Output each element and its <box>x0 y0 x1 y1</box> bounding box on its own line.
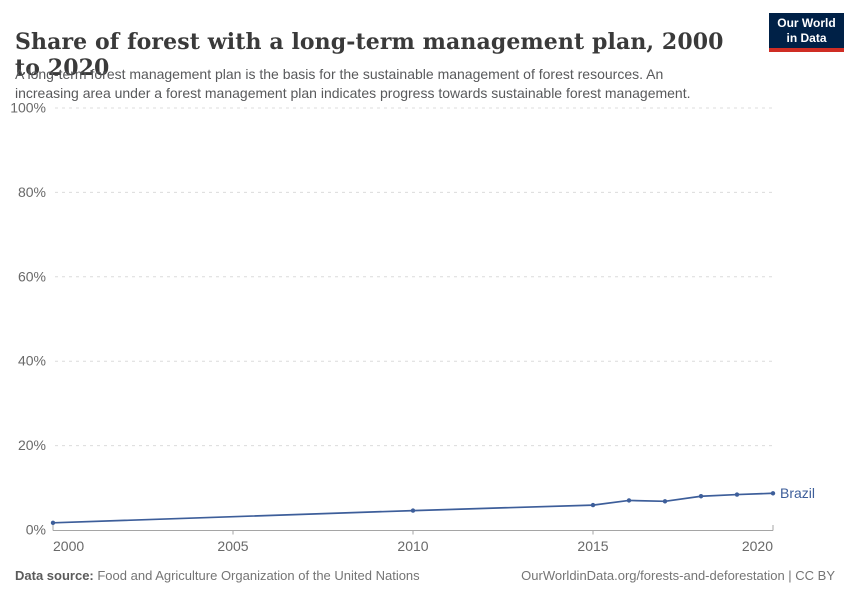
y-axis-tick-label: 80% <box>18 184 46 200</box>
x-axis-tick-label: 2015 <box>577 538 608 554</box>
data-point[interactable] <box>698 494 704 499</box>
x-axis-tick-label: 2000 <box>53 538 84 554</box>
credit-link[interactable]: OurWorldinData.org/forests-and-deforesta… <box>521 568 835 583</box>
owid-logo-red-bar <box>769 48 844 52</box>
data-point[interactable] <box>662 499 668 504</box>
y-axis-tick-label: 40% <box>18 353 46 369</box>
series-label: Brazil <box>780 485 815 501</box>
data-point[interactable] <box>410 508 416 513</box>
line-chart: 0% 20% 40% 60% 80% 100% 2000 2005 2010 2015 2020 Br… <box>10 100 815 555</box>
data-point[interactable] <box>590 502 596 508</box>
data-point[interactable] <box>50 520 56 526</box>
data-source-note: Data source: Food and Agriculture Organi… <box>15 568 420 583</box>
y-axis-tick-label: 20% <box>18 437 46 453</box>
x-axis-tick-label: 2020 <box>742 538 773 554</box>
y-axis-tick-label: 0% <box>26 522 46 538</box>
owid-logo-line2: in Data <box>786 30 827 45</box>
data-point[interactable] <box>770 491 776 496</box>
y-axis-tick-label: 60% <box>18 268 46 284</box>
x-axis-tick-label: 2010 <box>397 538 428 554</box>
data-point[interactable] <box>626 498 632 503</box>
data-point[interactable] <box>734 492 740 497</box>
data-source-label: Data source: <box>15 568 94 583</box>
data-source-value: Food and Agriculture Organization of the… <box>93 568 420 583</box>
owid-logo: Our World in Data <box>769 13 844 52</box>
y-axis-tick-label: 100% <box>10 100 46 116</box>
chart-subtitle: A long-term forest management plan is th… <box>15 66 691 101</box>
brazil-line[interactable] <box>52 492 774 524</box>
chart-title: Share of forest with a long-term managem… <box>15 28 724 82</box>
chart-footer: Data source: Food and Agriculture Organi… <box>15 568 835 583</box>
x-axis-tick-label: 2005 <box>217 538 248 554</box>
owid-logo-text: Our World in Data <box>769 13 844 48</box>
owid-logo-line1: Our World <box>777 16 836 31</box>
